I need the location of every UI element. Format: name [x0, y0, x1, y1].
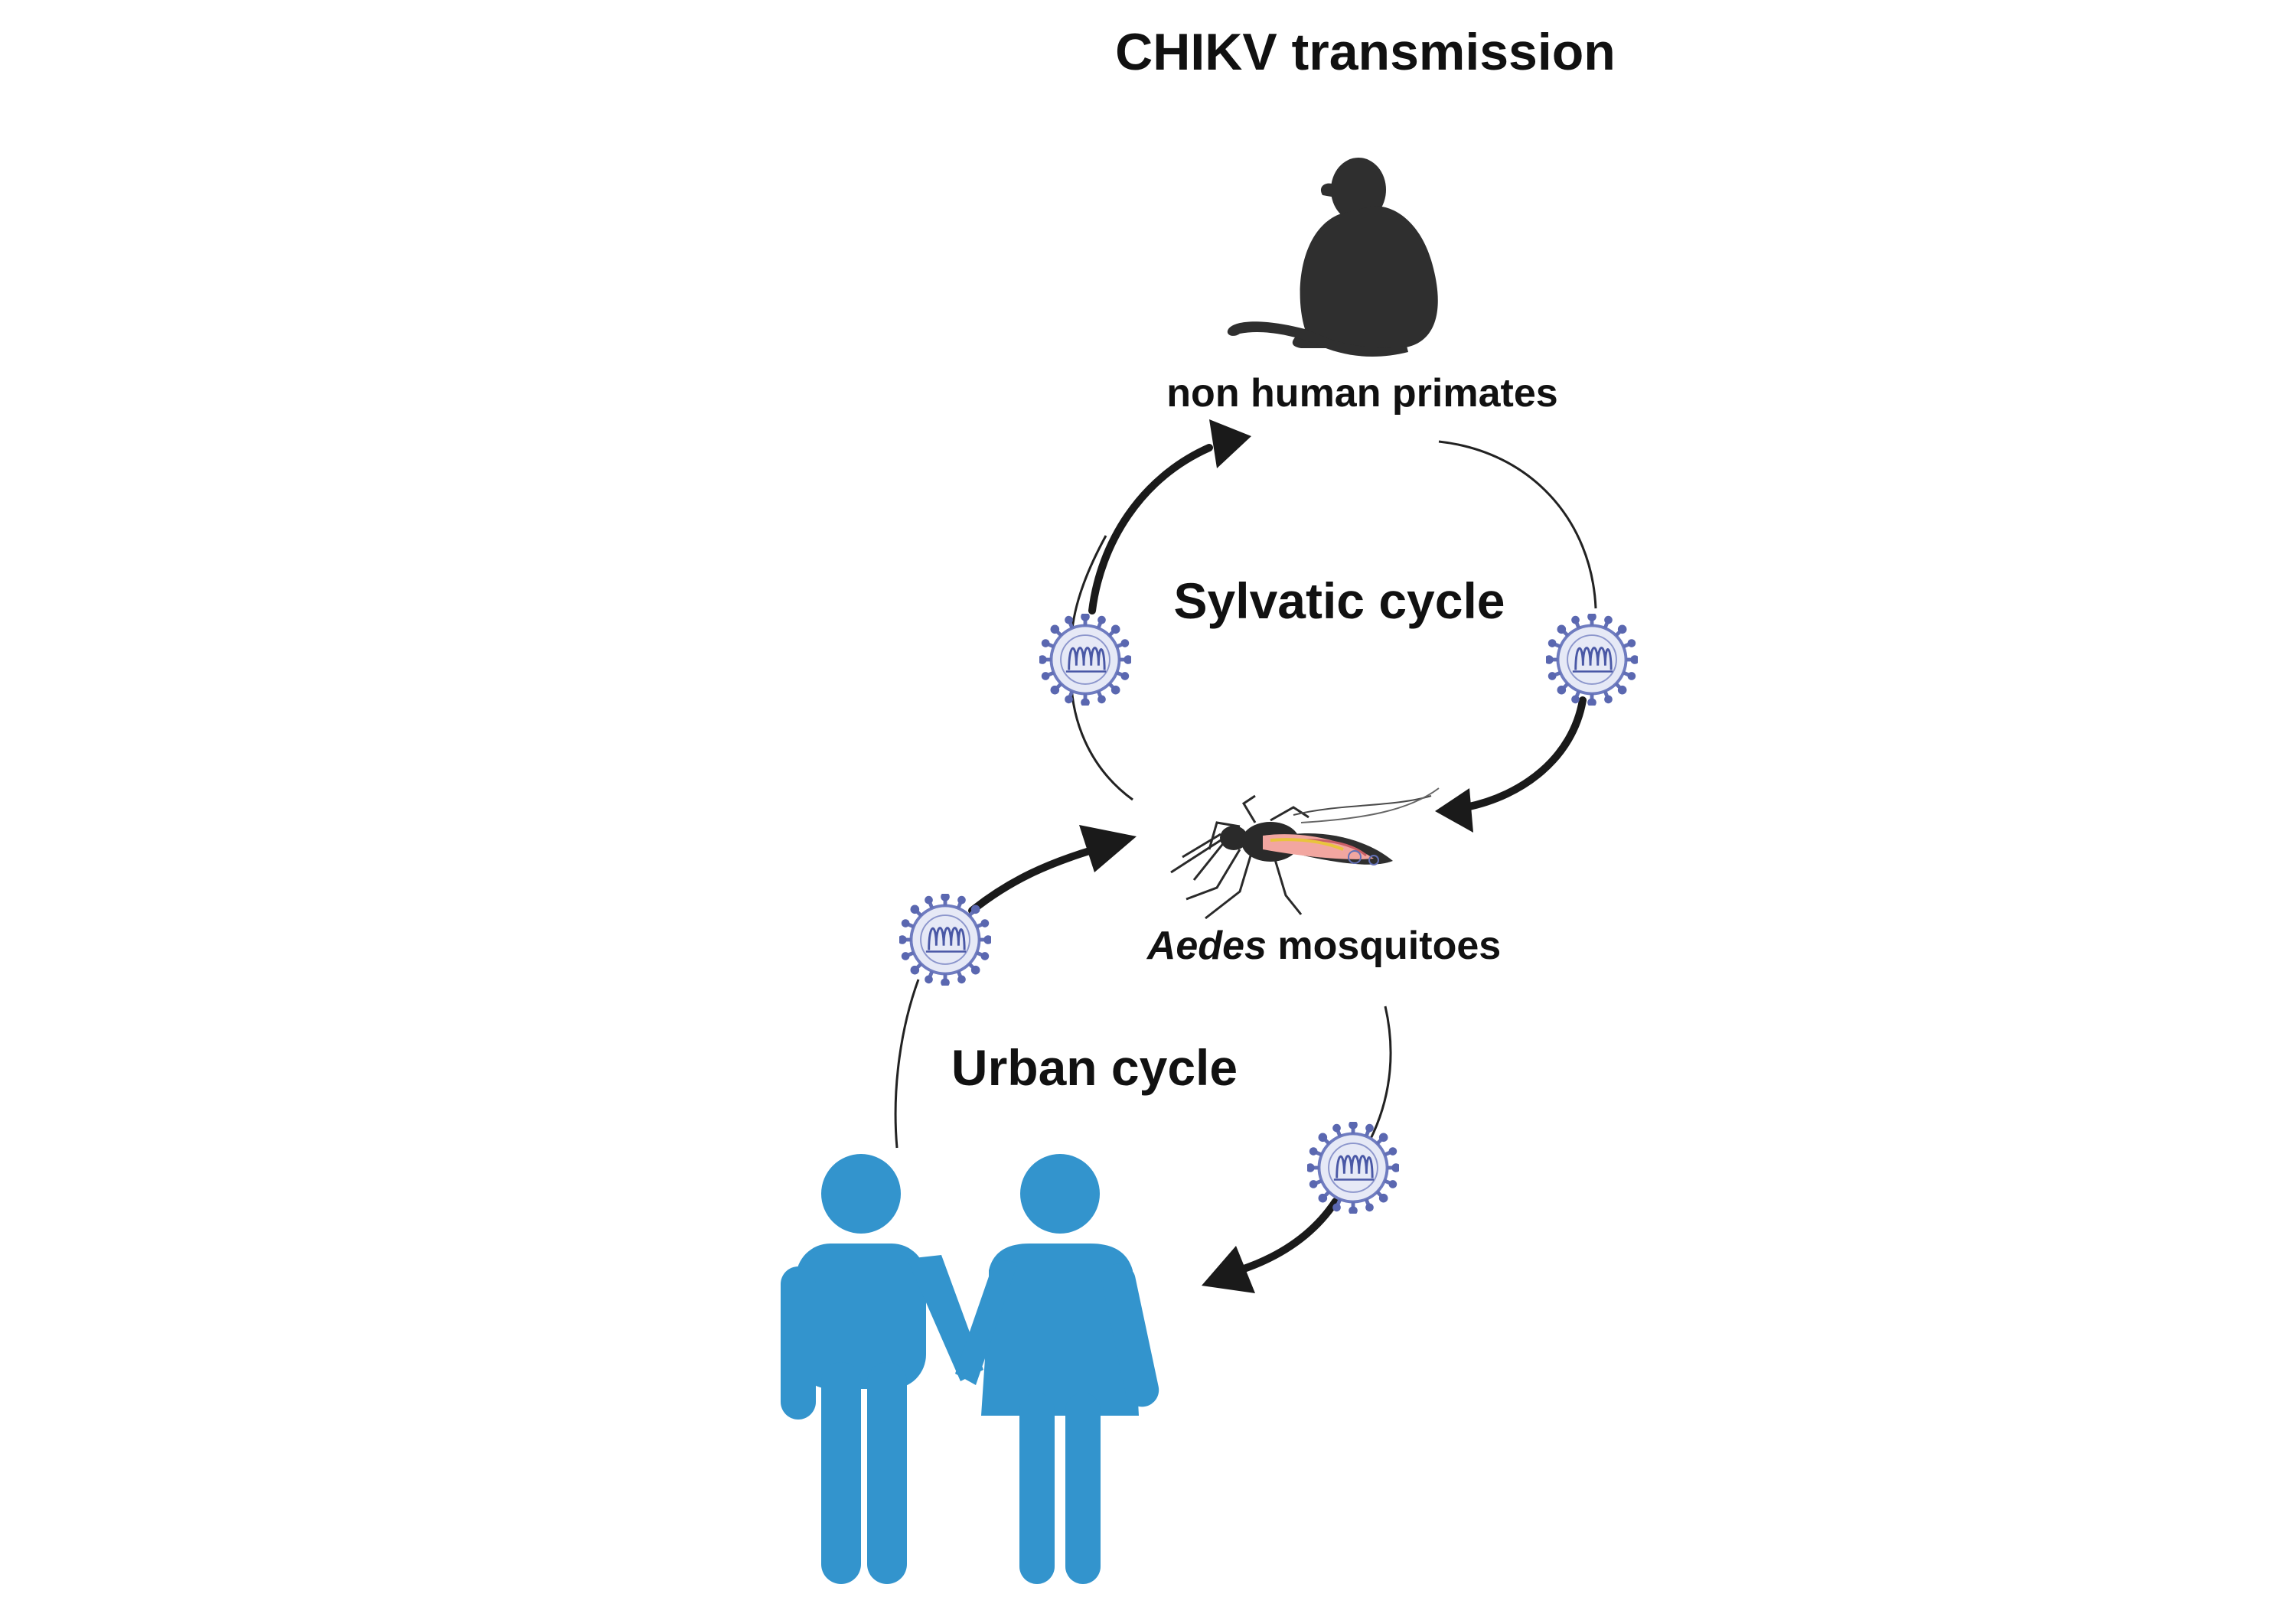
virus-particle-icon	[1038, 612, 1133, 707]
arrowhead-to-humans	[1202, 1246, 1255, 1293]
man-figure	[781, 1154, 983, 1584]
sylvatic-arc-primates-to-mosquito	[1435, 440, 1597, 833]
urban-arc-humans-to-mosquito	[894, 825, 1137, 1149]
woman-figure	[955, 1154, 1159, 1584]
diagram-title: CHIKV transmission	[1115, 23, 1616, 81]
virus-particle-icon	[1306, 1120, 1401, 1215]
virus-particle-icon	[1544, 612, 1639, 707]
couple-silhouette-icon	[781, 1154, 1159, 1584]
mosquito-genus: Aedes	[1146, 924, 1267, 968]
monkey-silhouette-icon	[1227, 158, 1438, 357]
virus-particle-icon	[898, 892, 993, 987]
arrowhead-to-mosquitoes-urban	[1079, 825, 1137, 872]
mosquito-label-rest: mosquitoes	[1266, 924, 1502, 968]
mosquito-label: Aedes mosquitoes	[1087, 926, 1561, 966]
arrowhead-to-primates	[1209, 419, 1251, 468]
primates-label: non human primates	[1166, 371, 1558, 416]
urban-cycle-label: Urban cycle	[951, 1039, 1238, 1096]
mosquito-icon	[1170, 787, 1440, 920]
urban-arc-mosquito-to-humans	[1202, 1006, 1392, 1293]
arrowhead-to-mosquitoes	[1435, 788, 1473, 833]
sylvatic-cycle-label: Sylvatic cycle	[1173, 572, 1505, 629]
